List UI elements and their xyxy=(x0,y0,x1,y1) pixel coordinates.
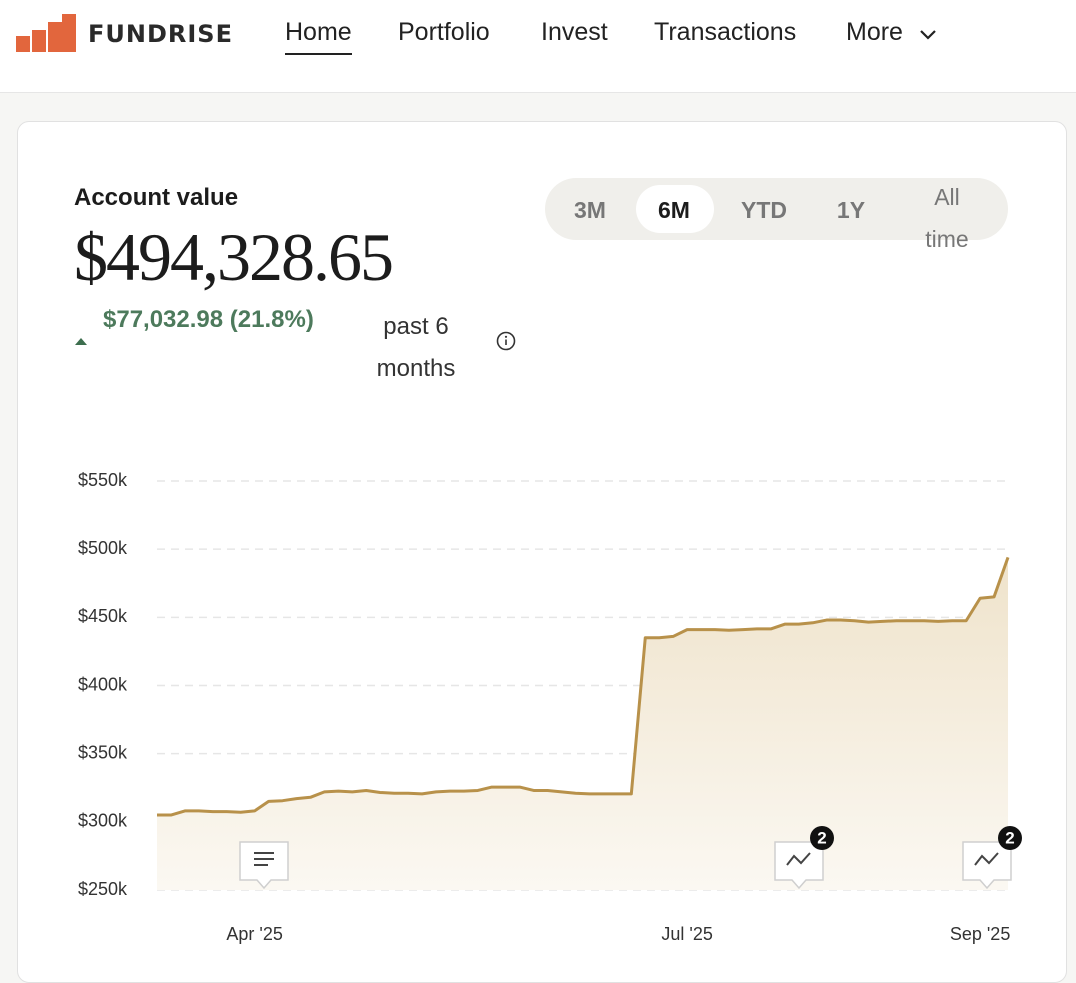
nav-item[interactable]: Invest xyxy=(541,18,608,46)
x-tick-label: Sep '25 xyxy=(950,924,1011,944)
account-label: Account value xyxy=(74,184,239,211)
range-option[interactable]: 1Y xyxy=(836,197,866,223)
range-active xyxy=(636,185,714,233)
x-tick-label: Jul '25 xyxy=(661,924,712,944)
badge xyxy=(810,826,834,850)
y-tick-label: $400k xyxy=(78,674,128,694)
badge xyxy=(998,826,1022,850)
chevron xyxy=(920,30,936,40)
range-selector xyxy=(545,178,1008,240)
y-tick-label: $350k xyxy=(78,742,128,762)
y-tick-label: $250k xyxy=(78,879,128,899)
nav-item[interactable]: Portfolio xyxy=(398,18,490,46)
x-tick-label: Apr '25 xyxy=(226,924,282,944)
range-option[interactable]: YTD xyxy=(741,197,787,223)
nav-item[interactable]: More xyxy=(846,18,903,46)
area xyxy=(157,557,1008,890)
trend-icon xyxy=(974,852,999,866)
up-arrow xyxy=(75,338,87,345)
account-value: $494,328.65 xyxy=(74,219,394,295)
logo xyxy=(16,14,76,52)
info-icon[interactable] xyxy=(495,330,517,352)
range-option[interactable]: 3M xyxy=(574,197,606,223)
account-change: $77,032.98 (21.8%) xyxy=(103,306,314,333)
range-option[interactable]: All time xyxy=(925,184,969,252)
line xyxy=(157,556,1010,817)
badge-count: 2 xyxy=(817,828,826,847)
period: past 6 months xyxy=(376,313,456,382)
trend-icon xyxy=(786,852,811,866)
header: FUNDRISE Home Portfolio Invest Transacti… xyxy=(0,0,1076,93)
nav-item[interactable]: Home xyxy=(285,18,352,55)
range-option[interactable]: 6M xyxy=(658,197,690,223)
y-tick-label: $550k xyxy=(78,470,128,490)
y-tick-label: $300k xyxy=(78,811,128,831)
y-tick-label: $500k xyxy=(78,538,128,558)
nav-item[interactable]: Transactions xyxy=(654,18,797,46)
y-tick-label: $450k xyxy=(78,606,128,626)
brand[interactable]: FUNDRISE xyxy=(88,20,233,48)
badge-count: 2 xyxy=(1005,828,1014,847)
